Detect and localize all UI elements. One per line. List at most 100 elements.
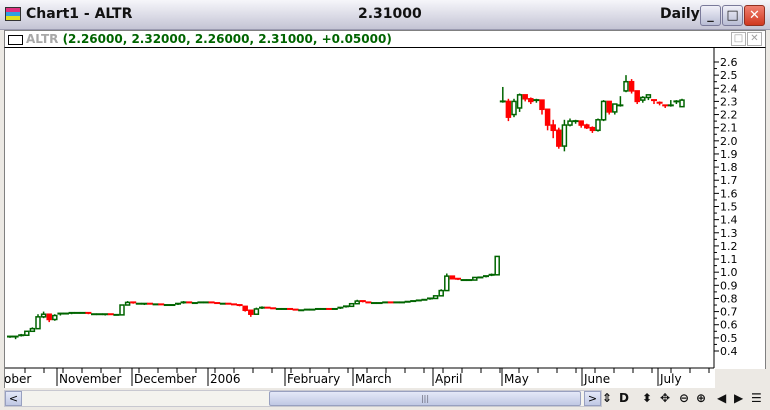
candle-body xyxy=(287,307,293,310)
candle-body xyxy=(511,100,517,116)
candle-body xyxy=(556,129,562,147)
candle-body xyxy=(640,96,646,101)
y-tick-label: 1.4 xyxy=(720,214,738,227)
move-icon[interactable]: ✥ xyxy=(660,391,671,405)
y-tick-label: 1.7 xyxy=(720,174,738,187)
candlestick-chart[interactable]: 2.62.52.42.32.22.12.01.91.81.71.61.51.41… xyxy=(5,48,767,388)
candle-body xyxy=(612,103,618,113)
scroll-left-icon[interactable]: ◀ xyxy=(717,391,727,405)
y-tick-label: 1.9 xyxy=(720,148,738,161)
y-tick-label: 0.4 xyxy=(720,345,738,358)
y-tick-label: 2.1 xyxy=(720,122,738,135)
price-chart[interactable]: 2.6 2.5 2.4 2.3 2.2 2.1 2.0 1.9 1.8 1.7 1.6 1.5 1.4 1… xyxy=(4,48,767,388)
candle-body xyxy=(203,301,209,304)
candle-body xyxy=(449,275,456,280)
candle-body xyxy=(505,100,512,118)
candle-body xyxy=(673,100,680,103)
zoom-out-icon[interactable]: ⊖ xyxy=(679,391,690,405)
candle-body xyxy=(516,94,523,109)
candle-body xyxy=(584,124,590,129)
candle-body xyxy=(135,302,142,305)
candle-body xyxy=(124,301,131,306)
maximize-button[interactable]: □ xyxy=(722,5,743,26)
scrollbar-thumb[interactable]: ||| xyxy=(269,391,581,406)
candle-body xyxy=(662,104,669,107)
chart-window-icon[interactable] xyxy=(5,7,21,21)
candle-body xyxy=(315,307,321,310)
refresh-icon[interactable]: ⇕ xyxy=(602,391,613,405)
candle-body xyxy=(281,307,288,310)
scroll-right-icon[interactable]: ▶ xyxy=(734,391,744,405)
candle-body xyxy=(29,327,36,333)
y-tick-label: 1.3 xyxy=(720,227,738,240)
candle-body xyxy=(331,307,338,310)
candle-body xyxy=(175,302,181,305)
candle-body xyxy=(494,255,500,276)
y-tick-label: 2.2 xyxy=(720,109,738,122)
candle-body xyxy=(404,300,411,303)
candle-body xyxy=(567,120,573,126)
period-label[interactable]: Daily xyxy=(660,6,700,22)
candle-body xyxy=(18,334,25,337)
candle-body xyxy=(421,298,428,301)
candle-body xyxy=(645,94,652,99)
x-tick-label: December xyxy=(134,372,196,386)
candle-body xyxy=(320,307,327,310)
candle-body xyxy=(12,335,19,338)
series-color-icon[interactable] xyxy=(8,35,23,45)
y-tick-label: 2.4 xyxy=(720,82,738,95)
candle-body xyxy=(415,299,422,302)
y-tick-label: 2.3 xyxy=(720,95,738,108)
candle-body xyxy=(472,276,478,281)
last-price: 2.31000 xyxy=(358,6,422,22)
x-tick-label: November xyxy=(59,372,121,386)
scroll-right-button[interactable]: > xyxy=(584,391,601,406)
candle-body xyxy=(651,99,657,102)
candle-body xyxy=(52,314,58,321)
candle-body xyxy=(191,302,198,305)
candle-body xyxy=(667,104,674,107)
candle-body xyxy=(544,108,551,126)
window-title: Chart1 - ALTR xyxy=(26,6,133,22)
candle-body xyxy=(539,99,545,111)
minimize-button[interactable]: _ xyxy=(700,5,721,26)
zoom-in-icon[interactable]: ⊕ xyxy=(696,391,707,405)
horizontal-scrollbar[interactable]: < ||| > xyxy=(4,390,602,407)
candle-body xyxy=(275,307,282,310)
scroll-left-button[interactable]: < xyxy=(5,391,22,406)
candle-body xyxy=(158,303,165,306)
candle-body xyxy=(163,304,170,307)
y-tick-label: 0.9 xyxy=(720,279,738,292)
y-tick-label: 1.6 xyxy=(720,187,738,200)
candle-body xyxy=(399,301,405,304)
candle-body xyxy=(634,90,640,103)
candle-body xyxy=(477,276,484,279)
d-icon[interactable]: D xyxy=(619,391,629,405)
pane-close-button[interactable]: ✕ xyxy=(747,32,762,46)
pane-maximize-button[interactable]: □ xyxy=(731,32,746,46)
candle-body xyxy=(550,124,556,132)
candle-body xyxy=(35,316,41,330)
candle-body xyxy=(264,306,271,309)
candle-body xyxy=(242,305,248,312)
candle-body xyxy=(600,100,607,121)
candle-body xyxy=(617,104,624,107)
vertical-resize-icon[interactable]: ⬍ xyxy=(642,391,653,405)
close-button[interactable]: ✕ xyxy=(744,5,765,26)
y-tick-label: 0.5 xyxy=(720,332,738,345)
candle-body xyxy=(589,126,596,132)
candle-body xyxy=(225,302,232,305)
candle-body xyxy=(410,300,417,303)
candle-body xyxy=(113,313,120,316)
candle-body xyxy=(79,311,86,314)
candle-body xyxy=(186,301,193,304)
candle-body xyxy=(107,313,114,316)
candle-body xyxy=(102,313,109,316)
candle-body xyxy=(152,303,159,306)
candle-body xyxy=(606,100,612,113)
y-tick-label: 0.8 xyxy=(720,292,738,305)
candle-body xyxy=(169,304,176,307)
x-tick-label: 2006 xyxy=(210,372,241,386)
x-tick-label: May xyxy=(504,372,529,386)
properties-icon[interactable]: ☰ xyxy=(751,391,762,405)
